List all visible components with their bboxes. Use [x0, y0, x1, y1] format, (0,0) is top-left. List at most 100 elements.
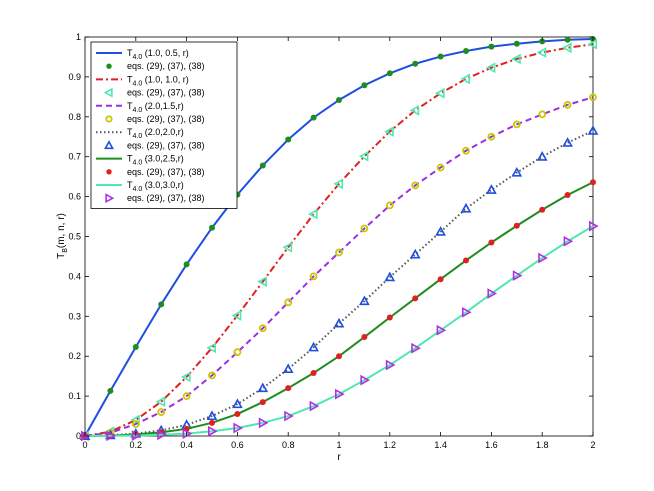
data-point — [361, 82, 368, 89]
data-point — [310, 369, 317, 376]
data-point — [562, 137, 573, 147]
legend-label: eqs. (29), (37), (38) — [127, 140, 205, 150]
legend-item: eqs. (29), (37), (38) — [106, 61, 205, 71]
data-point — [564, 36, 571, 43]
y-tick-label: 0 — [76, 431, 81, 441]
data-point — [285, 385, 292, 392]
data-point — [284, 410, 294, 422]
data-point — [412, 60, 419, 67]
data-point — [333, 317, 345, 328]
data-point — [486, 184, 497, 194]
y-tick-label: 0.5 — [68, 232, 81, 242]
data-point — [208, 371, 216, 380]
data-point — [587, 125, 599, 135]
data-point — [511, 167, 523, 177]
data-point — [106, 430, 117, 442]
x-tick-label: 1.2 — [384, 440, 397, 450]
legend-item: T4.0 (3.0,3.0,r) — [96, 180, 184, 193]
data-point — [461, 306, 472, 318]
data-point — [487, 288, 498, 299]
y-axis-label: TB(m, n, r) — [56, 213, 69, 259]
data-point — [310, 114, 317, 121]
data-point — [563, 235, 574, 247]
legend-item: eqs. (29), (37), (38) — [104, 140, 205, 150]
legend-label: T4.0 (2.0,2.0,r) — [127, 127, 184, 140]
data-point — [231, 310, 242, 321]
data-point — [538, 252, 548, 264]
data-point — [257, 382, 269, 393]
data-point — [386, 70, 393, 77]
data-point — [208, 425, 218, 437]
data-point — [539, 38, 546, 45]
legend-swatch — [105, 193, 115, 204]
data-point — [462, 146, 470, 155]
data-point — [107, 387, 114, 394]
y-tick-label: 0.8 — [68, 112, 81, 122]
data-point — [258, 324, 267, 333]
data-point — [512, 120, 521, 129]
data-point — [131, 430, 142, 441]
y-tick-label: 1 — [76, 32, 81, 42]
data-point — [282, 241, 293, 253]
series-line-11 — [84, 225, 594, 437]
data-point — [588, 220, 599, 232]
legend-item: T4.0 (1.0, 1.0, r) — [96, 74, 189, 87]
y-tick-label: 0.6 — [68, 192, 81, 202]
series-layer — [79, 35, 599, 442]
data-point — [132, 344, 139, 351]
legend-swatch — [106, 63, 112, 69]
data-point — [513, 222, 520, 229]
data-point — [209, 224, 215, 231]
x-axis-label: r — [337, 452, 341, 463]
data-point — [259, 162, 266, 169]
svg-text:TB(m, n, r): TB(m, n, r) — [56, 213, 69, 259]
data-point — [563, 100, 572, 109]
data-point — [488, 239, 495, 246]
legend-label: eqs. (29), (37), (38) — [127, 167, 205, 177]
data-point — [512, 270, 523, 281]
data-point — [460, 202, 472, 213]
data-point — [259, 399, 266, 406]
legend-swatch — [105, 115, 113, 123]
legend-item: T4.0 (3.0,2.5,r) — [96, 154, 184, 167]
y-axis-label-main: T — [56, 253, 67, 259]
legend-label: T4.0 (3.0,3.0,r) — [127, 180, 184, 193]
data-point — [206, 410, 218, 421]
x-tick-label: 0.4 — [180, 440, 193, 450]
data-point — [233, 348, 242, 357]
series-6 — [81, 93, 597, 440]
x-tick-label: 1.6 — [485, 440, 498, 450]
y-axis-label-rest: (m, n, r) — [56, 213, 67, 248]
data-point — [463, 257, 469, 264]
data-point — [488, 43, 495, 50]
data-point — [307, 208, 318, 220]
series-7 — [84, 129, 594, 437]
x-tick-label: 1 — [336, 440, 341, 450]
data-point — [384, 271, 396, 282]
legend-item: eqs. (29), (37), (38) — [105, 193, 205, 204]
data-point — [436, 324, 447, 336]
data-point — [435, 226, 446, 236]
legend-swatch — [106, 169, 112, 175]
data-point — [234, 411, 241, 418]
x-tick-label: 0.2 — [130, 440, 143, 450]
data-point — [232, 398, 243, 409]
data-point — [257, 276, 267, 287]
data-point — [309, 272, 318, 281]
series-11 — [84, 225, 594, 437]
data-point — [180, 371, 191, 383]
data-point — [511, 53, 521, 65]
data-point — [308, 341, 319, 352]
data-point — [155, 396, 166, 408]
data-point — [513, 40, 520, 47]
data-point — [336, 353, 342, 360]
data-point — [233, 422, 244, 434]
legend-label: eqs. (29), (37), (38) — [127, 114, 205, 124]
y-tick-label: 0.1 — [68, 391, 81, 401]
data-point — [284, 298, 293, 307]
data-point — [131, 420, 140, 428]
series-line-7 — [84, 129, 594, 437]
data-point — [334, 388, 345, 400]
data-point — [587, 38, 598, 50]
